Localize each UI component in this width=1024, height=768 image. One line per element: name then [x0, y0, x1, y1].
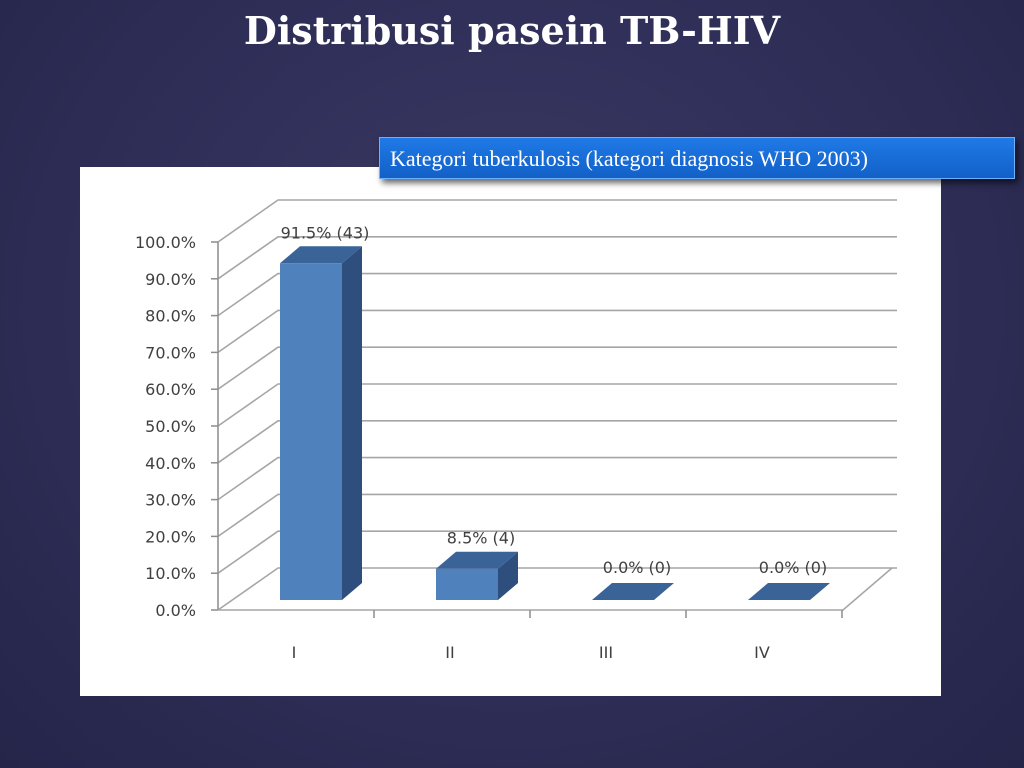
- y-tick-label: 20.0%: [145, 527, 196, 546]
- gridline: [217, 272, 897, 317]
- data-labels: 91.5% (43) 8.5% (4) 0.0% (0) 0.0% (0): [281, 223, 828, 577]
- gridline: [217, 567, 897, 611]
- y-tick-label: 10.0%: [145, 564, 196, 583]
- x-tick-label: III: [599, 643, 613, 662]
- y-tick-label: 100.0%: [135, 233, 196, 252]
- data-label: 91.5% (43): [281, 223, 370, 242]
- y-tick-label: 40.0%: [145, 454, 196, 473]
- y-tick-label: 80.0%: [145, 307, 196, 326]
- gridline: [217, 309, 897, 354]
- y-tick-label: 90.0%: [145, 270, 196, 289]
- gridline: [217, 383, 897, 427]
- gridline: [217, 493, 897, 538]
- slide-title: Distribusi pasein TB-HIV: [243, 8, 781, 53]
- gridline: [217, 236, 897, 280]
- bar-III: [592, 583, 674, 600]
- y-tick-label: 50.0%: [145, 417, 196, 436]
- bar-I: [280, 246, 362, 600]
- y-tick-label: 60.0%: [145, 380, 196, 399]
- y-tick-label: 30.0%: [145, 491, 196, 510]
- gridline: [217, 419, 897, 464]
- data-label: 0.0% (0): [603, 558, 671, 577]
- bar-II: [436, 551, 518, 600]
- x-axis: I II III IV: [218, 567, 893, 662]
- bars: [280, 246, 830, 600]
- gridline: [217, 456, 897, 501]
- bar-IV: [748, 583, 830, 600]
- gridline: [217, 199, 897, 243]
- y-axis: 0.0% 10.0% 20.0% 30.0% 40.0% 50.0% 60.0% 70.0% 8…: [135, 233, 219, 620]
- y-tick-label: 70.0%: [145, 343, 196, 362]
- category-title-box: Kategori tuberkulosis (kategori diagnosi…: [379, 137, 1015, 179]
- y-tick-label: 0.0%: [155, 601, 196, 620]
- x-tick-label: IV: [754, 643, 770, 662]
- x-tick-label: II: [445, 643, 454, 662]
- gridline: [217, 530, 897, 574]
- gridlines: [217, 199, 897, 611]
- chart-panel: [80, 167, 941, 696]
- gridline: [217, 346, 897, 390]
- data-label: 8.5% (4): [447, 529, 515, 548]
- data-label: 0.0% (0): [759, 558, 827, 577]
- x-tick-label: I: [292, 643, 297, 662]
